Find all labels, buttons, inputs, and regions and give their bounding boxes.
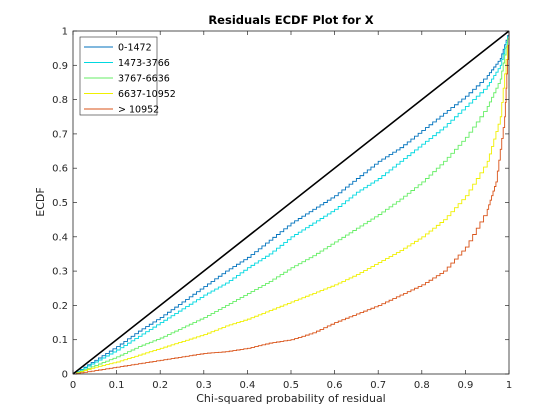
x-tick-label: 0.7 <box>370 380 386 391</box>
y-tick-label: 0.1 <box>52 335 68 346</box>
y-tick-label: 0.5 <box>52 198 68 209</box>
y-tick-label: 0.8 <box>52 95 68 106</box>
x-tick-label: 0.5 <box>283 380 299 391</box>
y-tick-label: 0.3 <box>52 267 68 278</box>
y-axis-label: ECDF <box>34 187 47 216</box>
x-axis-label: Chi-squared probability of residual <box>196 392 386 405</box>
x-tick-label: 0 <box>70 380 76 391</box>
x-tick-label: 0.9 <box>457 380 473 391</box>
y-tick-label: 0.2 <box>52 301 68 312</box>
legend-label-2: 1473-3766 <box>118 58 170 69</box>
x-tick-label: 0.2 <box>152 380 168 391</box>
x-tick-label: 0.3 <box>196 380 212 391</box>
reference-line <box>72 30 510 375</box>
y-tick-label: 1 <box>62 27 68 38</box>
y-tick-label: 0.7 <box>52 129 68 140</box>
legend-label-5: > 10952 <box>118 104 159 115</box>
legend-label-3: 3767-6636 <box>118 73 170 84</box>
series-line-1 <box>73 31 510 375</box>
x-tick-label: 0.6 <box>327 380 343 391</box>
y-tick-label: 0.6 <box>52 164 68 175</box>
legend-box <box>79 36 158 116</box>
legend-label-4: 6637-10952 <box>118 89 176 100</box>
legend: 0-1472 1473-3766 3767-6636 6637-10952 > 1095… <box>79 36 176 116</box>
ticks-layer: 0 0.1 0.2 0.3 0.4 0.5 0.6 0.7 0.8 0.9 1 0 0.1 0.2 0.3 0… <box>52 27 512 392</box>
x-tick-label: 0.8 <box>414 380 430 391</box>
x-tick-label: 0.1 <box>109 380 125 391</box>
x-tick-label: 0.4 <box>239 380 255 391</box>
y-tick-label: 0 <box>62 370 68 381</box>
series-line-3 <box>73 31 510 375</box>
series-layer <box>72 30 510 375</box>
series-line-5 <box>73 31 510 375</box>
legend-label-1: 0-1472 <box>118 42 152 53</box>
y-tick-label: 0.4 <box>52 232 68 243</box>
chart-title: Residuals ECDF Plot for X <box>208 13 373 27</box>
series-line-2 <box>73 31 510 375</box>
x-tick-label: 1 <box>506 380 512 391</box>
series-line-4 <box>73 31 510 375</box>
y-tick-label: 0.9 <box>52 61 68 72</box>
